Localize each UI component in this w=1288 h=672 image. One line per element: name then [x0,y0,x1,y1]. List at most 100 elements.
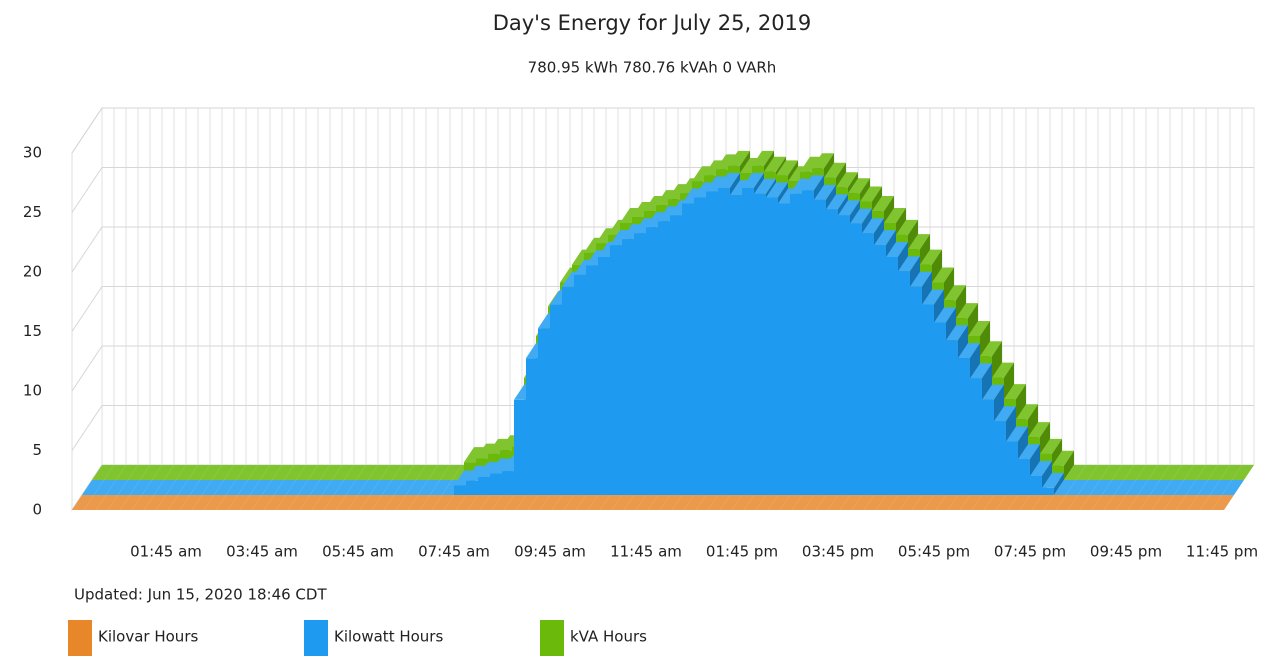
bar-top [204,495,226,510]
bar-top [802,175,824,191]
bar [384,495,406,510]
bar-top [140,465,162,480]
bar-top [1008,495,1030,510]
bar-front [742,187,754,496]
bar [1080,495,1102,510]
bar-top [1052,450,1074,466]
bar-top [322,480,344,495]
bar [732,495,754,510]
legend-swatch [304,620,328,656]
bar [1092,495,1114,510]
bar [696,495,718,510]
bar-top [456,495,478,510]
bar [394,480,416,495]
bar-top [418,480,440,495]
bar-front [670,215,682,495]
bar-front [466,480,478,495]
bar-top [336,495,358,510]
bar-top [1220,465,1242,480]
bar [164,465,186,480]
bar-top [850,208,872,224]
bar [104,465,126,480]
bar-top [334,480,356,495]
bar [840,495,862,510]
bar-top [156,495,178,510]
bar [370,480,392,495]
bar-top [898,256,920,272]
bar [924,495,946,510]
bar [296,465,318,480]
bar-top [1128,495,1150,510]
bar-front [730,195,742,495]
bar-top [540,495,562,510]
bar-top [752,150,774,166]
bar-top [860,186,882,202]
bar-top [296,465,318,480]
bar-top [188,465,210,480]
bar-top [742,172,764,188]
bar-top [1032,495,1054,510]
bar-top [1042,472,1064,488]
bar [1054,480,1076,495]
bar-top [1136,465,1158,480]
bar-top [1126,480,1148,495]
bar [972,495,994,510]
x-tick-label: 03:45 pm [802,543,874,561]
bar-top [756,495,778,510]
bar-top [356,465,378,480]
bar [1078,480,1100,495]
bar [468,495,490,510]
legend-swatch [68,620,92,656]
bar [996,495,1018,510]
bar-top [104,465,126,480]
bar-top [492,495,514,510]
bar-top [1066,480,1088,495]
bar-top [790,178,812,194]
bar-top [874,230,896,246]
bar [406,480,428,495]
bar [166,480,188,495]
bar [1008,495,1030,510]
bar [660,495,682,510]
bar [792,495,814,510]
bar [228,495,250,510]
bar-top [1188,495,1210,510]
bar [142,480,164,495]
bar-top [404,465,426,480]
bar-top [1090,480,1112,495]
bar [1196,465,1218,480]
bar [1056,495,1078,510]
bar-top [406,480,428,495]
bar-top [120,495,142,510]
bar-top [72,495,94,510]
bar-top [1232,465,1254,480]
bar-front [490,473,502,495]
bar-top [1040,438,1062,454]
bar [214,480,236,495]
grid-line [71,167,1254,213]
bar [528,495,550,510]
bar-top [1076,465,1098,480]
bar-top [912,495,934,510]
x-tick-label: 07:45 am [418,543,490,561]
y-tick-label: 0 [32,501,42,519]
bar [298,480,320,495]
bar-front [694,197,706,495]
bar-top [332,465,354,480]
bar [248,465,270,480]
bar-top [152,465,174,480]
bar-top [216,495,238,510]
bar [1212,495,1234,510]
bar [564,495,586,510]
bar [202,480,224,495]
bar-top [372,495,394,510]
bar [1208,465,1230,480]
bar-top [876,495,898,510]
bar-top [836,172,858,188]
bar-top [924,495,946,510]
bar-top [108,495,130,510]
bar [624,495,646,510]
bar [1200,495,1222,510]
bar [204,495,226,510]
